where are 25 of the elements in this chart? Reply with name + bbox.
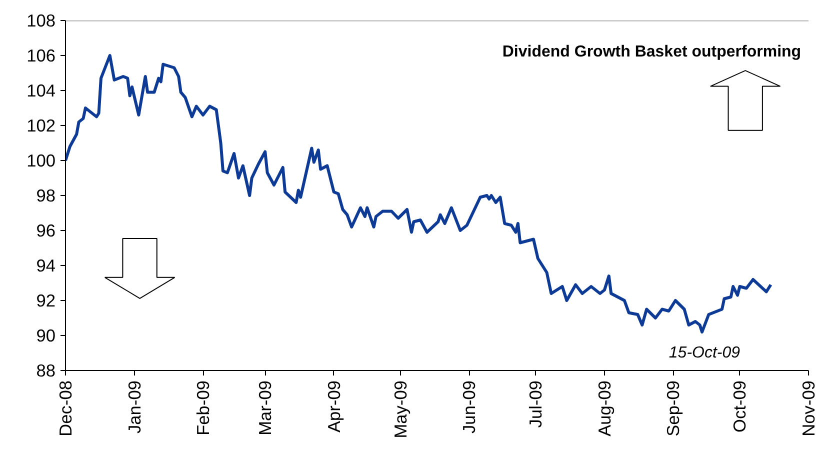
y-tick-label: 90 (36, 326, 56, 346)
y-tick-label: 96 (36, 220, 56, 240)
x-tick-label: Dec-08 (56, 380, 76, 436)
y-tick-label: 102 (26, 116, 56, 136)
x-tick-label: Apr-09 (324, 380, 344, 433)
y-tick-label: 104 (26, 80, 56, 100)
annotation: 15-Oct-09 (668, 344, 740, 362)
annotation: Dividend Growth Basket outperforming (502, 44, 802, 60)
x-tick-label: Oct-09 (730, 380, 750, 432)
y-tick-label: 92 (36, 290, 56, 310)
y-tick-label: 94 (36, 256, 56, 276)
x-tick-label: Jan-09 (124, 380, 144, 434)
x-tick-label: Feb-09 (193, 380, 214, 436)
y-tick-label: 100 (26, 150, 56, 170)
y-tick-label: 106 (26, 46, 56, 66)
y-tick-label: 108 (26, 10, 56, 30)
x-tick-label: Jul-09 (526, 380, 546, 428)
x-tick-label: Mar-09 (255, 380, 276, 436)
y-tick-label: 88 (36, 360, 56, 380)
x-tick-label: Sep-09 (663, 380, 684, 436)
y-tick-label: 98 (36, 186, 56, 206)
x-tick-label: Jun-09 (459, 380, 480, 434)
x-tick-label: Aug-09 (594, 380, 614, 436)
x-tick-label: Nov-09 (798, 380, 818, 436)
x-tick-label: May-09 (390, 380, 410, 438)
